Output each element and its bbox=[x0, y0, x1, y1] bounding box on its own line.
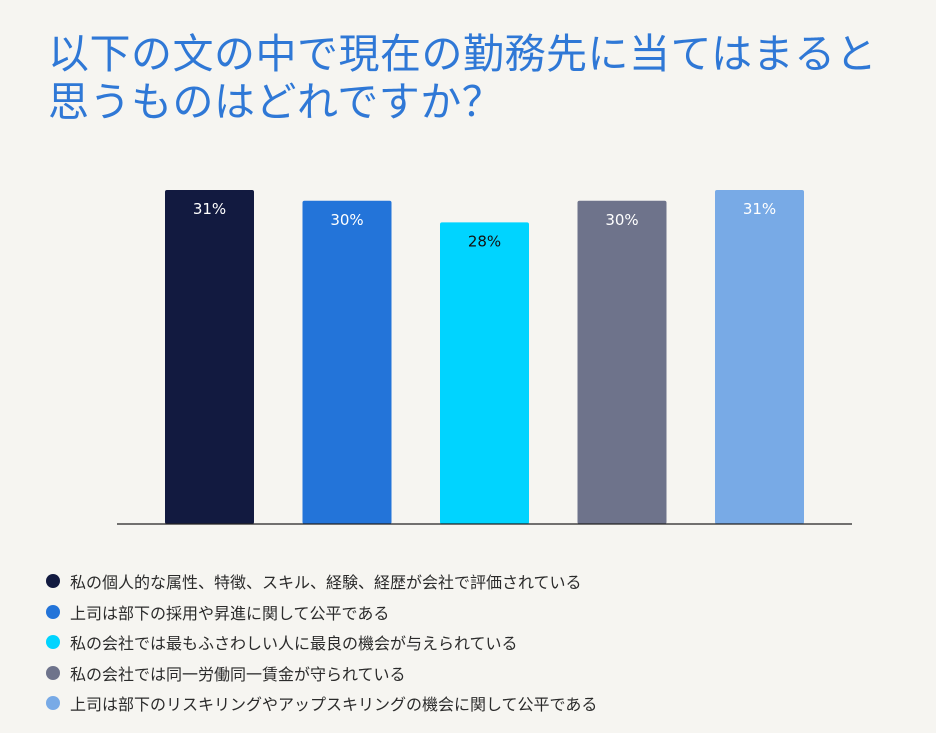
bar-value-label-5: 31% bbox=[743, 200, 776, 218]
legend-label-1: 私の個人的な属性、特徴、スキル、経験、経歴が会社で評価されている bbox=[70, 573, 582, 593]
bar-5 bbox=[715, 190, 804, 524]
bar-value-label-4: 30% bbox=[605, 211, 638, 229]
bar-3 bbox=[440, 222, 529, 525]
legend-swatch-3 bbox=[46, 635, 60, 650]
bar-2 bbox=[302, 200, 392, 524]
bar-1 bbox=[165, 190, 254, 524]
legend-label-4: 私の会社では同一労働同一賃金が守られている bbox=[70, 664, 406, 684]
legend-label-2: 上司は部下の採用や昇進に関して公平である bbox=[70, 603, 390, 623]
legend-swatch-5 bbox=[46, 696, 60, 711]
legend-label-3: 私の会社では最もふさわしい人に最良の機会が与えられている bbox=[70, 634, 518, 654]
legend-swatch-1 bbox=[46, 574, 60, 589]
legend-item-3: 私の会社では最もふさわしい人に最良の機会が与えられている bbox=[46, 627, 597, 658]
legend-item-1: 私の個人的な属性、特徴、スキル、経験、経歴が会社で評価されている bbox=[46, 566, 597, 597]
legend: 私の個人的な属性、特徴、スキル、経験、経歴が会社で評価されている 上司は部下の採用… bbox=[46, 566, 597, 719]
bar-4 bbox=[577, 200, 667, 524]
legend-label-5: 上司は部下のリスキリングやアップスキリングの機会に関して公平である bbox=[70, 695, 598, 715]
bar-chart: 31% 30% 28% 30% 31% bbox=[117, 190, 852, 525]
bars-group: 31% 30% 28% 30% 31% bbox=[165, 190, 804, 525]
legend-swatch-4 bbox=[46, 665, 60, 680]
bar-value-label-3: 28% bbox=[468, 232, 501, 250]
legend-item-5: 上司は部下のリスキリングやアップスキリングの機会に関して公平である bbox=[46, 688, 597, 719]
chart-title-line-2: 思うものはどれですか？ bbox=[48, 78, 504, 126]
bar-value-label-1: 31% bbox=[193, 200, 226, 218]
chart-title: 以下の文の中で現在の勤務先に当てはまると 思うものはどれですか？ bbox=[48, 30, 908, 126]
chart-title-line-1: 以下の文の中で現在の勤務先に当てはまると bbox=[48, 30, 878, 78]
bar-value-label-2: 30% bbox=[330, 211, 363, 229]
legend-swatch-2 bbox=[46, 604, 60, 619]
legend-item-4: 私の会社では同一労働同一賃金が守られている bbox=[46, 658, 597, 689]
legend-item-2: 上司は部下の採用や昇進に関して公平である bbox=[46, 597, 597, 628]
